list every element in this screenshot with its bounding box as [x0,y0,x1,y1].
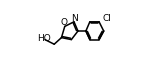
Text: Cl: Cl [103,14,112,23]
Text: O: O [61,18,68,27]
Text: N: N [71,14,78,23]
Text: HO: HO [37,34,50,43]
